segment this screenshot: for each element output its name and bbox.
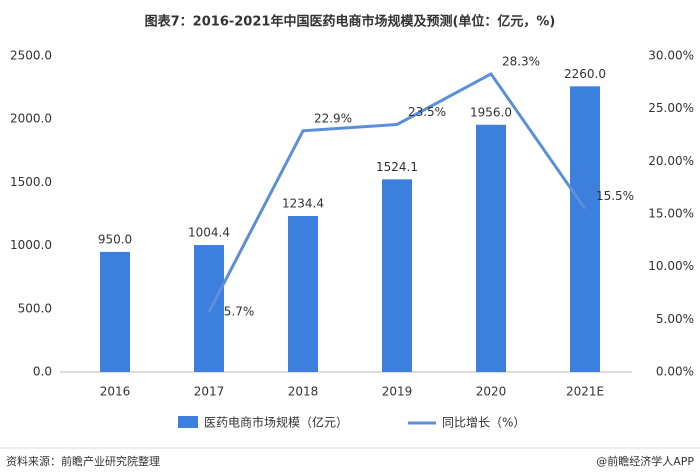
bar-value-label: 1956.0 — [470, 105, 512, 119]
line-value-label: 23.5% — [408, 105, 446, 119]
legend-swatch — [178, 416, 198, 428]
chart-title: 图表7：2016-2021年中国医药电商市场规模及预测(单位：亿元，%) — [145, 14, 556, 30]
x-tick-label: 2016 — [100, 385, 131, 399]
bar-value-label: 1004.4 — [188, 226, 230, 240]
x-tick-label: 2018 — [288, 385, 319, 399]
bar-value-label: 1524.1 — [376, 160, 418, 174]
line-value-label: 22.9% — [314, 111, 352, 125]
bar — [288, 215, 318, 372]
y-tick-label: 1000.0 — [10, 238, 52, 252]
x-tick-label: 2021E — [566, 385, 604, 399]
y-tick-label: 2000.0 — [10, 112, 52, 126]
bar — [382, 179, 412, 372]
y2-tick-label: 15.00% — [648, 207, 694, 221]
y-tick-label: 0.0 — [33, 365, 52, 379]
y2-tick-label: 0.00% — [656, 365, 694, 379]
y2-tick-label: 25.00% — [648, 101, 694, 115]
bar-value-label: 2260.0 — [564, 67, 606, 81]
legend-label: 医药电商市场规模（亿元） — [204, 415, 348, 430]
y2-tick-label: 10.00% — [648, 259, 694, 273]
y2-tick-label: 30.00% — [648, 49, 694, 63]
line-value-label: 28.3% — [502, 54, 540, 68]
y-tick-label: 2500.0 — [10, 49, 52, 63]
credit: @前瞻经济学人APP — [596, 454, 694, 468]
bar-value-label: 1234.4 — [282, 196, 324, 210]
bar — [476, 124, 506, 372]
y2-tick-label: 20.00% — [648, 154, 694, 168]
x-tick-label: 2020 — [476, 385, 507, 399]
legend-label: 同比增长（%） — [442, 416, 525, 430]
source-note: 资料来源：前瞻产业研究院整理 — [6, 454, 160, 468]
bar — [570, 86, 600, 372]
bar — [100, 251, 130, 372]
line-value-label: 5.7% — [224, 304, 255, 318]
bar-value-label: 950.0 — [98, 232, 132, 246]
y-tick-label: 500.0 — [18, 301, 52, 315]
bar — [194, 245, 224, 372]
y2-tick-label: 5.00% — [656, 312, 694, 326]
y-tick-label: 1500.0 — [10, 175, 52, 189]
line-value-label: 15.5% — [596, 189, 634, 203]
x-tick-label: 2017 — [194, 385, 225, 399]
growth-line — [207, 71, 587, 313]
x-tick-label: 2019 — [382, 385, 413, 399]
